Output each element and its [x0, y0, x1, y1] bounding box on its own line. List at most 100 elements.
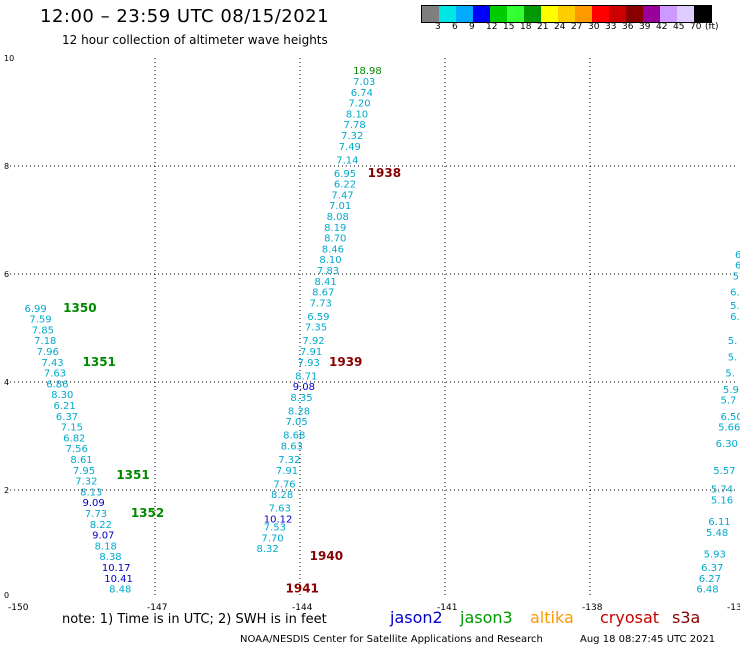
wave-height-value: 7.78: [344, 120, 366, 131]
legend-label: 15: [503, 22, 515, 32]
wave-height-value: 7.95: [73, 466, 95, 477]
x-tick-label: -144: [292, 603, 313, 613]
legend-label: 6: [452, 22, 458, 32]
x-tick-label: -150: [8, 603, 29, 613]
wave-height-value: 7.93: [298, 358, 320, 369]
wave-height-value: 7.83: [317, 266, 339, 277]
wave-height-value: 10.17: [102, 563, 131, 574]
wave-height-value: 6.95: [334, 169, 356, 180]
wave-height-value: 7.96: [37, 347, 59, 358]
wave-height-value: 8.30: [51, 390, 73, 401]
y-tick-label: 8: [4, 162, 9, 171]
legend-s3a: s3a: [672, 608, 701, 627]
wave-height-value: 6.22: [334, 180, 356, 191]
wave-height-value: 5.: [728, 336, 738, 347]
x-tick-label: -147: [147, 603, 167, 613]
legend-swatch: [439, 6, 456, 22]
wave-height-value: 7.14: [336, 155, 358, 166]
legend-swatch: [558, 6, 575, 22]
wave-height-value: 8.18: [95, 541, 117, 552]
wave-height-value: 6.: [730, 312, 740, 323]
wave-height-value: 6.48: [696, 585, 718, 596]
wave-height-value: 7.85: [32, 325, 54, 336]
pass-time-label: 1351: [116, 468, 149, 482]
wave-height-value: 8.08: [327, 212, 349, 223]
legend-swatch: [541, 6, 558, 22]
wave-height-value: 10.41: [104, 574, 133, 585]
legend-swatch: [575, 6, 592, 22]
legend-swatch: [626, 6, 643, 22]
wave-height-value: 8.13: [80, 487, 102, 498]
wave-height-value: 18.98: [353, 66, 382, 77]
wave-height-value: 6.50: [721, 412, 740, 423]
wave-height-value: 8.63: [281, 442, 303, 453]
legend-cryosat: cryosat: [600, 608, 660, 627]
y-tick-label: 4: [4, 378, 9, 387]
wave-height-value: 6.99: [25, 304, 47, 315]
wave-height-value: 8.68: [283, 431, 305, 442]
wave-height-value: 8.46: [322, 244, 344, 255]
wave-height-value: 7.49: [339, 142, 361, 153]
wave-height-value: 10.12: [264, 514, 293, 525]
wave-height-value: 5.9: [723, 385, 739, 396]
legend-altika: altika: [530, 608, 574, 627]
wave-height-value: 7.01: [329, 201, 351, 212]
y-tick-label: 6: [4, 270, 9, 279]
wave-height-value: 7.47: [331, 190, 353, 201]
wave-height-value: 7.91: [300, 347, 322, 358]
wave-height-value: 7.32: [75, 477, 97, 488]
wave-height-value: 7.03: [353, 77, 375, 88]
wave-height-value: 7.59: [29, 315, 51, 326]
pass-time-label: 1352: [131, 506, 164, 520]
legend-label: 18: [520, 22, 532, 32]
wave-height-value: 8.28: [271, 490, 293, 501]
wave-height-value: 7.35: [305, 323, 327, 334]
wave-height-value: 6.59: [307, 312, 329, 323]
wave-height-value: 8.35: [290, 393, 312, 404]
wave-height-value: 7.53: [264, 523, 286, 534]
legend-swatch: [456, 6, 473, 22]
wave-height-value: 6.74: [351, 88, 373, 99]
wave-height-value: 6.: [730, 288, 740, 299]
legend-label: 36: [622, 22, 634, 32]
wave-height-value: 5.16: [711, 496, 733, 507]
wave-height-value: 7.18: [34, 336, 56, 347]
credit-text: NOAA/NESDIS Center for Satellite Applica…: [240, 634, 543, 645]
legend-label: 70: [690, 22, 702, 32]
chart-title: 12:00 – 23:59 UTC 08/15/2021: [40, 6, 330, 27]
pass-time-label: 1351: [83, 355, 116, 369]
wave-height-value: 5.93: [704, 550, 726, 561]
legend-label: 30: [588, 22, 600, 32]
x-tick-label: -138: [582, 603, 603, 613]
wave-height-value: 5.48: [706, 528, 728, 539]
wave-height-value: 8.67: [312, 288, 334, 299]
legend-swatch: [609, 6, 626, 22]
wave-height-value: 5.7: [721, 396, 737, 407]
wave-height-value: 8.10: [319, 255, 341, 266]
wave-height-value: 7.15: [61, 423, 83, 434]
legend-swatch: [694, 6, 711, 22]
wave-height-value: 5.57: [713, 466, 735, 477]
wave-height-value: 8.61: [70, 455, 92, 466]
wave-height-value: 7.32: [278, 455, 300, 466]
wave-height-value: 6.37: [701, 563, 723, 574]
wave-height-value: 7.56: [66, 444, 88, 455]
footer-note: note: 1) Time is in UTC; 2) SWH is in fe…: [62, 612, 327, 627]
wave-height-value: 8.48: [109, 585, 131, 596]
wave-height-value: 6.: [735, 250, 740, 261]
pass-time-label: 1938: [368, 166, 401, 180]
wave-height-value: 7.32: [341, 131, 363, 142]
legend-label: 33: [605, 22, 617, 32]
wave-height-value: 9.09: [83, 498, 105, 509]
wave-height-value: 5.: [725, 369, 735, 380]
legend-swatch: [524, 6, 541, 22]
legend-swatch: [677, 6, 694, 22]
wave-height-value: 8.28: [288, 406, 310, 417]
legend-label: 27: [571, 22, 583, 32]
wave-height-value: 5.: [728, 352, 738, 363]
legend-swatch: [592, 6, 609, 22]
x-tick-label: -141: [437, 603, 457, 613]
legend-jason3: jason3: [460, 608, 513, 627]
legend-label: 42: [656, 22, 668, 32]
